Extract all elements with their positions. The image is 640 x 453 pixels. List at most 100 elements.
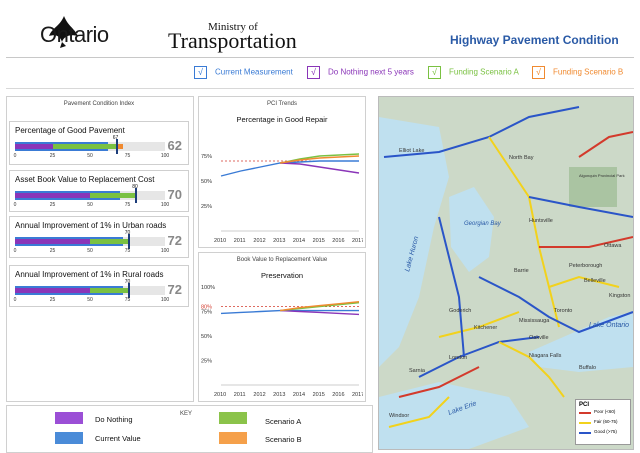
axis-tick-label: 0 [13, 153, 17, 159]
key-label: Scenario B [265, 435, 302, 444]
axis-tick-label: 100 [160, 248, 170, 254]
axis-tick-label: 100 [160, 297, 170, 303]
bullet-segment [15, 239, 90, 244]
ontario-trillium-logo-icon [49, 16, 78, 48]
target-marker [127, 283, 130, 298]
pci-panel-title: Pavement Condition Index [63, 101, 135, 107]
map-water-label: Georgian Bay [464, 221, 502, 227]
y-tick-label: 25% [201, 359, 212, 365]
ontario-wordmark: Ontario [40, 22, 109, 47]
checkbox-icon[interactable]: √ [532, 66, 545, 79]
axis-tick-label: 50 [87, 202, 93, 208]
key-label: Current Value [95, 434, 141, 443]
map-city-label: Kitchener [474, 325, 497, 331]
axis-tick-label: 75 [124, 153, 131, 159]
x-tick-label: 2015 [313, 392, 325, 398]
x-tick-label: 2015 [313, 238, 325, 244]
pci-row-label: Percentage of Good Pavement [15, 126, 125, 135]
book-value-panel: Book Value to Replacement Value Preserva… [198, 252, 366, 402]
chart-title: Preservation [260, 271, 304, 280]
bullet-track [15, 234, 165, 249]
bullet-segment [90, 239, 128, 244]
toggle-label: Funding Scenario B [553, 67, 624, 77]
good-repair-line-chart: 75% 50% 25% 2010 2011 2012 2013 2014 2015 2016 201… [201, 153, 363, 244]
axis-tick-label: 50 [87, 297, 93, 303]
marker-label: 67 [112, 135, 119, 141]
legend-swatch [579, 422, 591, 424]
axis-tick-label: 50 [87, 153, 93, 159]
toggle-do-nothing[interactable]: √ Do Nothing next 5 years [307, 66, 414, 79]
target-marker [135, 188, 137, 203]
bullet-segment [15, 288, 90, 293]
checkbox-icon[interactable]: √ [194, 66, 207, 79]
series-line [280, 162, 360, 174]
axis-tick-label: 0 [13, 297, 17, 303]
x-tick-label: 2012 [253, 238, 265, 244]
x-tick-label: 2017 [352, 392, 363, 398]
x-tick-label: 2013 [273, 238, 285, 244]
map-city-label: Elliot Lake [399, 148, 424, 154]
map-city-label: Niagara Falls [529, 353, 562, 359]
x-tick-label: 2017 [352, 238, 363, 244]
target-marker [115, 139, 118, 154]
map-legend: PCI Poor (<60) Fair (60-75) Good (>75) [575, 399, 631, 445]
axis-tick-label: 75 [124, 202, 131, 208]
axis-tick-label: 0 [13, 202, 17, 208]
bullet-track [15, 283, 165, 298]
legend-label: Good (>75) [594, 429, 617, 434]
toggle-scenario-a[interactable]: √ Funding Scenario A [428, 66, 519, 79]
y-tick-label: 80% [201, 305, 212, 311]
y-tick-label: 50% [201, 179, 212, 185]
key-swatch [219, 412, 247, 424]
pci-row[interactable]: Annual Improvement of 1% in Rural roads 7… [9, 265, 189, 307]
toggle-label: Funding Scenario A [449, 67, 519, 77]
map-city-label: Goderich [449, 308, 471, 314]
x-tick-label: 2011 [234, 392, 246, 398]
pci-row-label: Asset Book Value to Replacement Cost [15, 175, 155, 184]
axis-tick-label: 25 [49, 153, 56, 159]
axis-tick-label: 0 [13, 248, 17, 254]
pci-trends-panel: PCI Trends Percentage in Good Repair 75%… [198, 96, 366, 248]
map-city-label: North Bay [509, 155, 534, 161]
series-line [280, 155, 360, 164]
map-city-label: Buffalo [579, 365, 596, 371]
chart-heading: Book Value to Replacement Value [236, 257, 328, 263]
bullet-segment [90, 193, 135, 198]
map-city-label: Mississauga [519, 318, 550, 324]
toggle-current-measurement[interactable]: √ Current Measurement [194, 66, 293, 79]
pci-row[interactable]: Annual Improvement of 1% in Urban roads 7… [9, 216, 189, 258]
toggle-scenario-b[interactable]: √ Funding Scenario B [532, 66, 623, 79]
pci-row-value: 70 [167, 187, 182, 202]
checkbox-icon[interactable]: √ [307, 66, 320, 79]
map-city-label: Belleville [584, 278, 606, 284]
y-tick-label: 25% [201, 204, 212, 210]
axis-tick-label: 25 [49, 202, 56, 208]
pci-row-label: Annual Improvement of 1% in Rural roads [15, 270, 164, 279]
marker-label: 70 [124, 230, 131, 236]
y-tick-label: 100% [201, 285, 215, 291]
map-city-label: Ottawa [604, 243, 622, 249]
pci-row[interactable]: Asset Book Value to Replacement Cost 70 80… [9, 170, 189, 212]
pavement-map[interactable]: Elliot Lake North Bay Algonquin Provinci… [378, 96, 634, 450]
checkbox-icon[interactable]: √ [428, 66, 441, 79]
axis-tick-label: 50 [87, 248, 93, 254]
series-line [220, 160, 359, 177]
map-canvas[interactable]: Elliot Lake North Bay Algonquin Provinci… [379, 97, 633, 449]
map-water-label: Lake Ontario [589, 322, 629, 329]
x-tick-label: 2016 [332, 238, 344, 244]
chart-heading: PCI Trends [266, 101, 297, 107]
map-city-label: Barrie [514, 268, 529, 274]
marker-label: 80 [132, 184, 138, 190]
map-city-label: Toronto [554, 308, 572, 314]
x-tick-label: 2010 [214, 392, 226, 398]
pci-row-label: Annual Improvement of 1% in Urban roads [15, 221, 167, 230]
y-tick-label: 50% [201, 334, 212, 340]
x-tick-label: 2012 [253, 392, 265, 398]
map-city-label: Sarnia [409, 368, 426, 374]
bullet-segment [15, 193, 90, 198]
key-panel: KEY Do Nothing Current Value Scenario A … [6, 405, 373, 453]
chart-title: Percentage in Good Repair [236, 115, 328, 124]
ministry-name: Transportation [168, 28, 297, 53]
preservation-line-chart: 100% 80%75% 50% 25% 2010 2011 2012 2013 2014 2015… [201, 285, 363, 398]
pci-row[interactable]: Percentage of Good Pavement 62 67 0 25 50 75 10… [9, 121, 189, 165]
